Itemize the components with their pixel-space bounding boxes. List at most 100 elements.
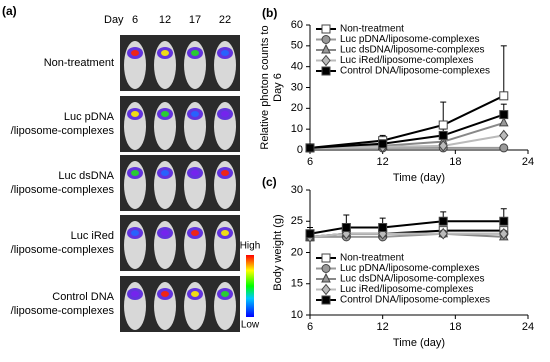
signal [131,291,139,297]
row-label: /liposome-complexes [11,184,115,196]
panel-label: (a) [2,4,17,18]
marker [438,216,448,226]
x-tick-label: 18 [449,321,461,333]
signal [221,111,229,117]
marker [498,116,509,127]
y-axis-label: Day 6 [272,73,284,102]
marker [341,223,351,232]
marker [499,227,509,240]
y-tick-label: 15 [291,278,303,290]
y-axis-label: Relative photon counts to [259,25,271,149]
signal [131,230,139,236]
colorbar-low: Low [241,320,260,331]
marker [438,120,448,130]
row-label: Luc pDNA [64,111,115,123]
marker [438,140,448,152]
day-number: 17 [189,14,201,26]
marker [499,216,509,226]
signal [161,50,169,56]
y-tick-label: 10 [291,309,303,321]
signal [161,170,169,176]
signal [221,291,229,297]
row-label: /liposome-complexes [11,125,115,137]
marker [305,143,315,153]
x-tick-label: 24 [522,321,534,333]
row-label: Non-treatment [44,57,114,69]
x-tick-label: 24 [522,156,534,168]
y-tick-label: 30 [291,81,303,93]
y-tick-label: 30 [291,184,303,196]
panel-label: (b) [262,6,277,20]
legend-label: Control DNA/liposome-complexes [340,66,490,77]
y-tick-label: 10 [291,123,303,135]
legend-label: Luc pDNA/liposome-complexes [340,34,480,45]
row-label: /liposome-complexes [11,305,115,317]
signal [221,230,229,236]
x-tick-label: 12 [377,156,389,168]
legend-marker [321,24,331,34]
signal [221,170,229,176]
marker [438,130,448,140]
series-line [309,94,505,149]
signal [191,170,199,176]
signal [131,50,139,56]
colorbar-high: High [240,241,261,252]
day-number: 12 [159,14,171,26]
row-label: /liposome-complexes [11,244,115,256]
legend-label: Non-treatment [340,253,404,264]
legend-label: Non-treatment [340,24,404,35]
signal [161,291,169,297]
y-tick-label: 0 [297,144,303,156]
y-tick-label: 25 [291,215,303,227]
y-tick-label: 20 [291,102,303,114]
x-tick-label: 12 [377,321,389,333]
signal [191,111,199,117]
day-label: Day [104,14,124,26]
legend-marker [321,264,331,273]
legend-label: Luc dsDNA/liposome-complexes [340,45,485,56]
legend-label: Luc pDNA/liposome-complexes [340,263,480,274]
x-axis-label: Time (day) [393,172,445,184]
legend-marker [321,253,331,263]
marker [305,229,315,239]
x-axis-label: Time (day) [393,337,445,349]
y-tick-label: 60 [291,19,303,31]
panel-label: (c) [262,175,277,189]
row-label: Control DNA [52,291,114,303]
marker [438,227,448,240]
signal [131,111,139,117]
signal [191,291,199,297]
day-number: 22 [219,14,231,26]
legend-marker [321,43,331,54]
legend-marker [321,35,331,44]
legend-label: Control DNA/liposome-complexes [340,295,490,306]
marker [378,139,388,149]
signal [161,111,169,117]
row-label: Luc dsDNA [58,170,114,182]
signal [191,50,199,56]
series-line [309,113,505,149]
signal [191,230,199,236]
legend-marker [321,66,331,76]
signal [221,50,229,56]
marker [499,110,509,120]
day-number: 6 [132,14,138,26]
signal [161,230,169,236]
marker [499,129,509,142]
row-label: Luc iRed [71,230,114,242]
legend-marker [321,283,331,296]
series-line [309,134,504,149]
legend-label: Luc iRed/liposome-complexes [340,284,473,295]
legend-marker [321,272,331,283]
x-tick-label: 6 [307,321,313,333]
legend-marker [321,295,331,305]
marker [499,143,509,153]
x-tick-label: 18 [449,156,461,168]
signal [131,170,139,176]
colorbar [246,255,254,317]
marker [378,223,388,232]
y-tick-label: 50 [291,40,303,52]
x-tick-label: 6 [307,156,313,168]
